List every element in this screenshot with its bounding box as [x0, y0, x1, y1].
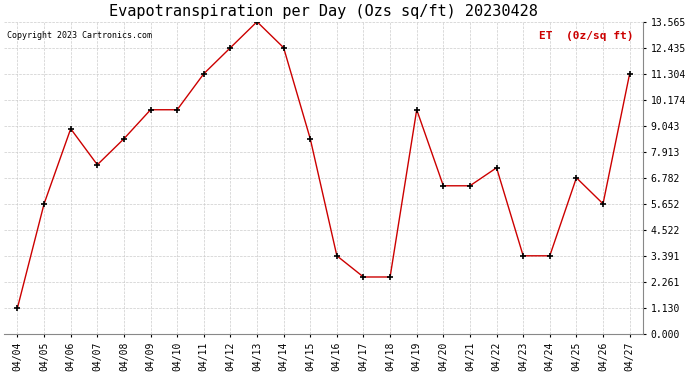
Text: Copyright 2023 Cartronics.com: Copyright 2023 Cartronics.com	[8, 31, 152, 40]
Text: ET  (0z/sq ft): ET (0z/sq ft)	[539, 31, 633, 41]
Title: Evapotranspiration per Day (Ozs sq/ft) 20230428: Evapotranspiration per Day (Ozs sq/ft) 2…	[109, 4, 538, 19]
